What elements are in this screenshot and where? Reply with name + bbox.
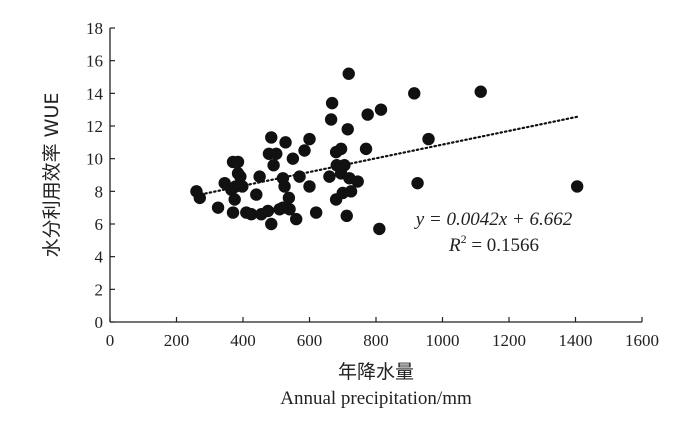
data-point [267,159,280,172]
data-point [303,132,316,146]
data-point [340,209,353,223]
data-point [323,170,336,183]
y-tick-label: 2 [95,280,104,299]
data-point [334,142,348,156]
y-axis-ticks: 0 2 4 6 8 10 12 14 16 18 [86,19,115,332]
data-point [351,175,364,188]
y-tick-label: 14 [86,84,104,103]
x-tick-label: 0 [106,331,115,350]
y-tick-label: 4 [95,248,104,267]
trendline [195,115,579,197]
data-point [325,96,339,110]
data-point [361,108,374,121]
data-point [231,155,245,169]
x-tick-label: 600 [297,331,323,350]
data-point [422,132,435,146]
data-point [374,103,388,116]
data-point [373,222,386,236]
data-point [359,142,373,156]
data-point [261,204,275,218]
data-point [270,147,283,160]
data-point [309,206,323,219]
data-point [283,203,296,216]
data-point [408,87,421,100]
data-point [250,188,263,201]
data-point [342,67,355,80]
data-point [286,152,300,165]
data-point [245,208,258,221]
y-tick-label: 10 [86,150,103,169]
x-tick-label: 200 [164,331,190,350]
regression-equation: y = 0.0042x + 6.662 [414,209,573,230]
data-point [293,170,306,183]
data-point [265,131,278,144]
y-tick-label: 0 [95,313,104,332]
y-tick-label: 12 [86,117,103,136]
data-point [278,180,291,193]
data-point [193,191,206,205]
x-axis-ticks: 0 200 400 600 800 1000 1200 1400 1600 [106,317,659,350]
data-point [303,180,316,193]
y-axis-title: 水分利用效率 WUE [41,93,63,258]
data-point [282,191,296,205]
data-point [234,170,247,183]
y-tick-label: 18 [86,19,103,38]
r2-symbol: R [448,235,461,256]
data-point [236,180,249,193]
x-axis-title-cn: 年降水量 [338,361,414,383]
x-tick-label: 1000 [426,331,460,350]
data-points [190,67,584,236]
data-point [211,201,225,214]
x-tick-label: 1200 [492,331,526,350]
data-point [265,217,278,231]
data-point [279,136,292,149]
trendline-group [195,115,579,197]
data-point [226,206,240,219]
r-squared-label: R2 = 0.1566 [448,232,539,256]
plot-area: 0 2 4 6 8 10 12 14 16 18 0 200 400 600 800 1000 1200 140… [86,19,659,350]
x-tick-label: 1600 [625,331,659,350]
x-axis-title-en: Annual precipitation/mm [280,388,472,409]
data-point [253,170,266,183]
x-tick-label: 1400 [559,331,593,350]
y-tick-label: 8 [95,182,104,201]
data-point [298,144,311,157]
data-point [324,113,338,126]
data-point [290,212,303,226]
r2-value: = 0.1566 [467,235,539,256]
y-tick-label: 6 [95,215,104,234]
data-point [474,85,487,98]
r2-superscript: 2 [461,232,467,246]
data-point [344,185,358,198]
x-tick-label: 800 [363,331,389,350]
data-point [570,180,584,193]
data-point [411,176,424,190]
y-tick-label: 16 [86,52,103,71]
data-point [228,193,241,206]
x-tick-label: 400 [230,331,256,350]
data-point [338,159,351,172]
data-point [341,123,354,136]
